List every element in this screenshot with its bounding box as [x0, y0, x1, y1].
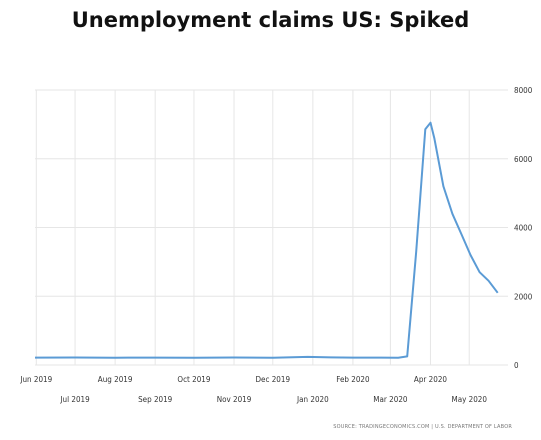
x-tick-label: May 2020 — [451, 395, 487, 404]
x-axis: Jun 2019 Jul 2019 Aug 2019 Sep 2019 Oct 2019… — [19, 375, 487, 404]
y-tick-label: 6000 — [514, 155, 533, 164]
y-tick-label: 8000 — [514, 86, 533, 95]
x-tick-label: Aug 2019 — [98, 375, 133, 384]
source-note: SOURCE: TRADINGECONOMICS.COM | U.S. DEPA… — [333, 424, 512, 430]
x-tick-label: Jul 2019 — [59, 395, 90, 404]
x-tick-label: Jun 2019 — [19, 375, 52, 384]
y-tick-label: 0 — [514, 361, 519, 370]
y-tick-label: 2000 — [514, 292, 533, 301]
x-tick-label: Apr 2020 — [414, 375, 447, 384]
x-tick-label: Jan 2020 — [296, 395, 329, 404]
chart-title: Unemployment claims US: Spiked — [71, 8, 470, 32]
y-tick-label: 4000 — [514, 224, 533, 233]
x-tick-label: Nov 2019 — [217, 395, 252, 404]
x-tick-label: Feb 2020 — [336, 375, 370, 384]
grid — [35, 89, 508, 366]
x-tick-label: Sep 2019 — [138, 395, 173, 404]
x-tick-label: Dec 2019 — [256, 375, 291, 384]
x-tick-label: Oct 2019 — [177, 375, 210, 384]
y-axis: 0 2000 4000 6000 8000 — [514, 86, 533, 370]
x-tick-label: Mar 2020 — [373, 395, 408, 404]
series-line — [34, 121, 499, 359]
